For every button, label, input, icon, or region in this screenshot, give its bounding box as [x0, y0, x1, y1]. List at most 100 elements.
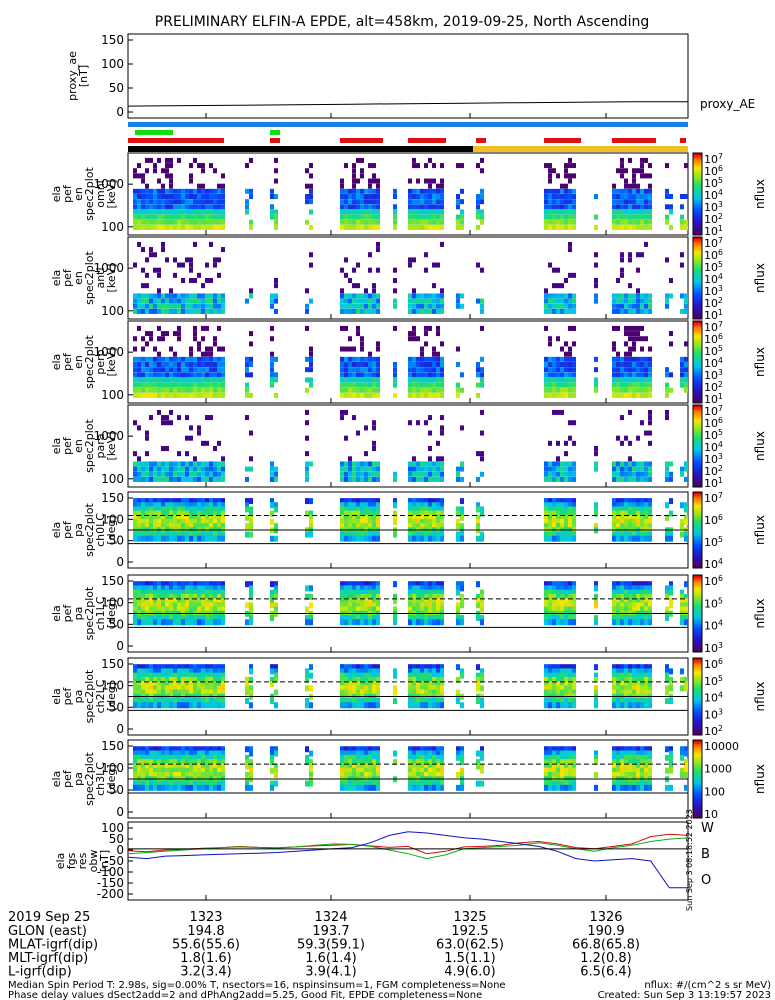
heatmap-cell: [213, 518, 217, 525]
heatmap-cell: [424, 325, 428, 331]
heatmap-cell: [624, 506, 628, 513]
heatmap-cell: [368, 518, 372, 525]
heatmap-cell: [133, 461, 137, 467]
colorbar-label: nflux: [753, 179, 767, 209]
colorbar-cell: [693, 679, 702, 682]
heatmap-cell: [177, 619, 181, 626]
heatmap-cell: [684, 298, 688, 304]
heatmap-cell: [189, 362, 193, 367]
heatmap-cell: [594, 283, 598, 289]
heatmap-cell: [616, 585, 620, 592]
panel-ylabel: ch0LC: [94, 513, 107, 547]
heatmap-cell: [157, 685, 161, 692]
heatmap-cell: [141, 746, 145, 753]
heatmap-cell: [197, 498, 201, 505]
heatmap-cell: [364, 476, 368, 482]
heatmap-cell: [544, 514, 548, 521]
heatmap-cell: [636, 392, 640, 398]
heatmap-cell: [648, 188, 652, 194]
heatmap-cell: [684, 685, 688, 692]
heatmap-cell: [348, 471, 352, 477]
heatmap-cell: [249, 362, 253, 367]
heatmap-cell: [137, 754, 141, 761]
heatmap-cell: [560, 367, 564, 373]
heatmap-cell: [169, 188, 173, 194]
heatmap-cell: [620, 664, 624, 671]
heatmap-cell: [209, 351, 213, 357]
heatmap-cell: [201, 531, 205, 538]
heatmap-cell: [356, 476, 360, 482]
heatmap-cell: [213, 188, 217, 194]
heatmap-cell: [270, 204, 274, 210]
heatmap-cell: [181, 392, 185, 398]
heatmap-cell: [420, 615, 424, 622]
heatmap-cell: [648, 664, 652, 671]
heatmap-cell: [636, 689, 640, 696]
heatmap-cell: [133, 523, 137, 530]
heatmap-cell: [181, 746, 185, 753]
heatmap-cell: [193, 293, 197, 299]
heatmap-cell: [408, 602, 412, 609]
heatmap-cell: [364, 367, 368, 373]
heatmap-cell: [340, 356, 344, 362]
heatmap-cell: [360, 293, 364, 299]
heatmap-cell: [480, 382, 484, 388]
heatmap-cell: [644, 372, 648, 378]
heatmap-cell: [185, 763, 189, 770]
heatmap-cell: [360, 341, 364, 347]
heatmap-cell: [274, 589, 278, 596]
heatmap-cell: [620, 219, 624, 225]
heatmap-cell: [161, 188, 165, 194]
heatmap-cell: [340, 681, 344, 688]
heatmap-cell: [440, 194, 444, 199]
heatmap-cell: [564, 293, 568, 299]
heatmap-cell: [684, 598, 688, 605]
heatmap-cell: [480, 367, 484, 373]
heatmap-cell: [352, 178, 356, 184]
heatmap-cell: [424, 194, 428, 199]
heatmap-cell: [340, 382, 344, 388]
heatmap-cell: [193, 476, 197, 482]
heatmap-cell: [684, 382, 688, 388]
bar-blue: [128, 122, 688, 127]
heatmap-cell: [432, 163, 436, 169]
heatmap-cell: [420, 346, 424, 352]
heatmap-cell: [620, 702, 624, 709]
heatmap-cell: [221, 173, 225, 179]
heatmap-cell: [245, 387, 249, 393]
heatmap-cell: [209, 278, 213, 283]
heatmap-cell: [161, 771, 165, 778]
heatmap-cell: [245, 204, 249, 210]
heatmap-cell: [193, 502, 197, 509]
heatmap-cell: [189, 676, 193, 683]
heatmap-cell: [270, 598, 274, 605]
heatmap-cell: [356, 308, 360, 314]
heatmap-cell: [145, 298, 149, 304]
heatmap-cell: [209, 372, 213, 378]
heatmap-cell: [340, 303, 344, 309]
heatmap-cell: [309, 173, 313, 179]
heatmap-cell: [209, 293, 213, 299]
heatmap-cell: [456, 518, 460, 525]
heatmap-cell: [169, 163, 173, 169]
heatmap-cell: [356, 430, 360, 436]
heatmap-cell: [165, 676, 169, 683]
heatmap-cell: [201, 471, 205, 477]
heatmap-cell: [648, 346, 652, 352]
heatmap-cell: [133, 194, 137, 199]
heatmap-cell: [197, 199, 201, 205]
heatmap-cell: [624, 183, 628, 189]
heatmap-cell: [177, 746, 181, 753]
heatmap-cell: [669, 535, 673, 542]
heatmap-cell: [177, 336, 181, 342]
heatmap-cell: [568, 219, 572, 225]
heatmap-cell: [340, 293, 344, 299]
heatmap-cell: [393, 325, 397, 331]
heatmap-cell: [568, 199, 572, 205]
heatmap-cell: [157, 672, 161, 679]
heatmap-cell: [165, 535, 169, 542]
heatmap-cell: [181, 780, 185, 787]
heatmap-cell: [665, 476, 669, 482]
colorbar-frame: [692, 491, 703, 569]
heatmap-cell: [197, 750, 201, 757]
